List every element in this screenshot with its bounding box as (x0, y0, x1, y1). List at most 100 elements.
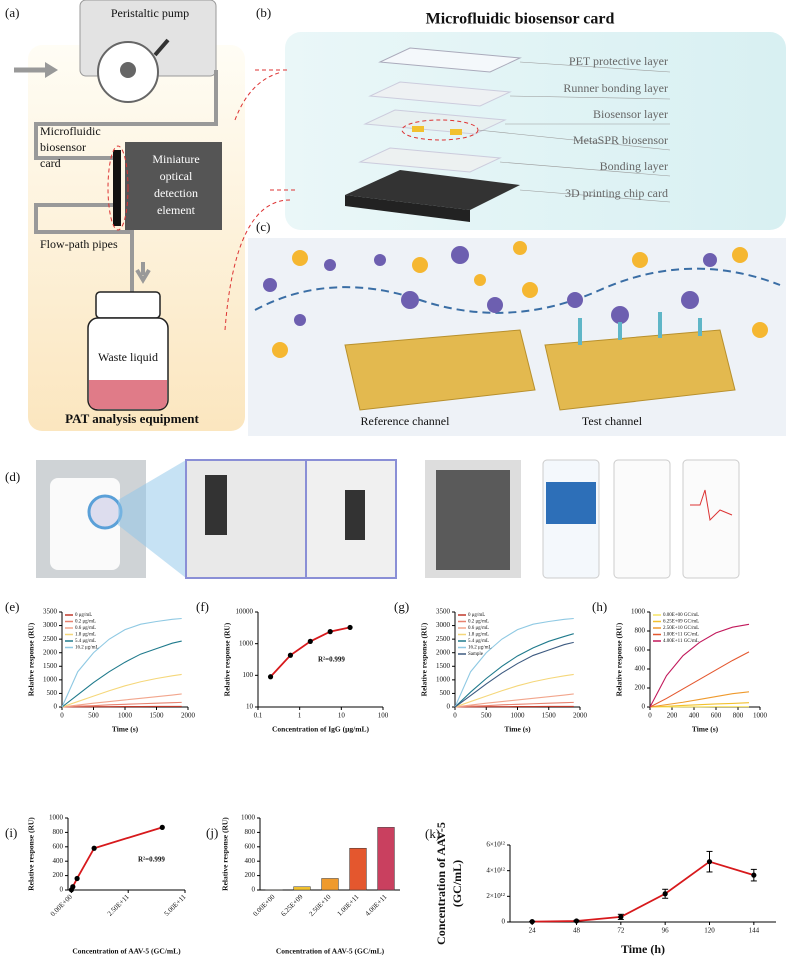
marker (267, 674, 274, 680)
chip-card (345, 170, 520, 210)
legend-label: 0.6 μg/mL (468, 626, 489, 631)
y-tick-label: 2000 (43, 648, 58, 656)
test-label: Test channel (582, 414, 643, 428)
zoom-beam (118, 460, 186, 578)
series-line (454, 617, 574, 708)
pipes-label: Flow-path pipes (40, 237, 118, 251)
y-axis-label: Relative response (RU) (420, 622, 429, 696)
x-tick-label: 0 (453, 712, 457, 720)
layer (378, 47, 522, 73)
panel-label: (f) (196, 599, 209, 614)
x-tick-label: 120 (704, 927, 715, 935)
layer-label: MetaSPR biosensor (573, 133, 668, 147)
annotation: R²=0.999 (318, 656, 345, 664)
waste-label: Waste liquid (98, 350, 158, 364)
legend-label: 0.6 μg/mL (75, 626, 96, 631)
card-label: card (40, 156, 61, 170)
x-tick-label: 0.00E+00 (49, 893, 74, 918)
series-line (454, 701, 574, 708)
y-tick-label: 1000 (436, 675, 451, 683)
y-tick-label: 400 (53, 857, 64, 865)
antibodies (578, 312, 702, 345)
panel-label: (j) (206, 825, 218, 840)
legend-label: 5.4 μg/mL (468, 639, 489, 644)
internals (436, 470, 510, 570)
y-tick-label: 2500 (43, 635, 58, 643)
legend-label: 0.2 μg/mL (75, 620, 96, 625)
series-line (61, 693, 182, 708)
layer-label: 3D printing chip card (565, 186, 668, 200)
x-axis-label: Time (h) (621, 942, 665, 956)
panel-label: (c) (256, 219, 270, 234)
app-screen (613, 459, 671, 579)
y-axis-label: Relative response (RU) (221, 817, 230, 891)
leader (519, 61, 671, 73)
y-axis-label: Relative response (RU) (27, 622, 36, 696)
leader (477, 129, 671, 151)
x-tick-label: 10 (338, 712, 346, 720)
x-tick-label: 1000 (118, 712, 133, 720)
panel-label: (a) (5, 5, 19, 20)
y-tick-label: 0 (252, 886, 256, 894)
x-tick-label: 2000 (181, 712, 196, 720)
sensor (412, 126, 424, 132)
leader (519, 189, 671, 203)
y-tick-label: 0 (60, 886, 64, 894)
legend-label: Sample (468, 652, 484, 657)
app-plot (690, 489, 733, 522)
y-axis-label: Relative response (RU) (615, 622, 624, 696)
layer-label: Runner bonding layer (563, 81, 668, 95)
y-tick-label: 0 (642, 703, 646, 711)
y-tick-label: 500 (440, 689, 451, 697)
x-tick-label: 48 (573, 927, 581, 935)
x-tick-label: 1500 (150, 712, 165, 720)
x-tick-label: 800 (733, 712, 744, 720)
y-tick-label: 0 (54, 703, 58, 711)
panel-label: (i) (5, 825, 17, 840)
waste (89, 380, 167, 409)
y-tick-label: 10 (246, 703, 254, 711)
x-tick-label: 400 (689, 712, 700, 720)
bar (349, 847, 367, 891)
legend-label: 0.00E+00 GC/mL (663, 613, 699, 618)
y-tick-label: 600 (635, 646, 646, 654)
y-tick-label: 3000 (436, 621, 451, 629)
y-tick-label: 800 (53, 828, 64, 836)
y-tick-label: 10000 (236, 608, 254, 616)
card-label: Microfluidic (40, 124, 101, 138)
x-tick-label: 1000 (511, 712, 526, 720)
x-axis-label: Time (s) (112, 725, 139, 734)
series-line (61, 705, 182, 708)
legend-label: 0 μg/mL (75, 613, 92, 618)
card-photo (205, 475, 227, 535)
x-axis-label: Concentration of AAV-5 (GC/mL) (72, 947, 181, 956)
series-line (649, 702, 750, 708)
y-tick-label: 1500 (43, 662, 58, 670)
optical-label: Miniature (152, 152, 199, 166)
x-tick-label: 6.25E+09 (279, 893, 304, 918)
y-tick-label: 100 (243, 671, 254, 679)
x-tick-label: 72 (617, 927, 625, 935)
x-tick-label: 1500 (542, 712, 557, 720)
layer-label: PET protective layer (569, 54, 668, 68)
x-axis-label: Time (s) (504, 725, 531, 734)
arrow-down (135, 262, 151, 284)
reference-label: Reference channel (361, 414, 451, 428)
y-tick-label: 3500 (436, 608, 451, 616)
x-tick-label: 600 (711, 712, 722, 720)
app-banner (546, 482, 596, 524)
legend-label: 16.2 μg/mL (468, 646, 492, 651)
marker (347, 624, 353, 631)
y-tick-label: 1500 (436, 662, 451, 670)
bar (321, 878, 339, 891)
layer-label: Biosensor layer (593, 107, 668, 121)
marker (287, 652, 294, 658)
y-tick-label: 0 (447, 703, 451, 711)
panel-label: (k) (425, 826, 440, 841)
x-tick-label: 0.1 (254, 712, 263, 720)
y-tick-label: 2000 (436, 648, 451, 656)
y-tick-label: 200 (245, 871, 256, 879)
marker (529, 919, 535, 925)
panel-label: (d) (5, 469, 20, 484)
x-tick-label: 4.00E+11 (364, 893, 389, 918)
